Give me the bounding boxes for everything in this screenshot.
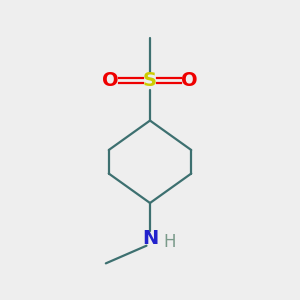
Text: O: O	[102, 71, 119, 90]
Text: O: O	[182, 71, 198, 90]
Text: H: H	[163, 233, 175, 251]
Text: S: S	[143, 71, 157, 90]
Text: N: N	[142, 229, 158, 248]
